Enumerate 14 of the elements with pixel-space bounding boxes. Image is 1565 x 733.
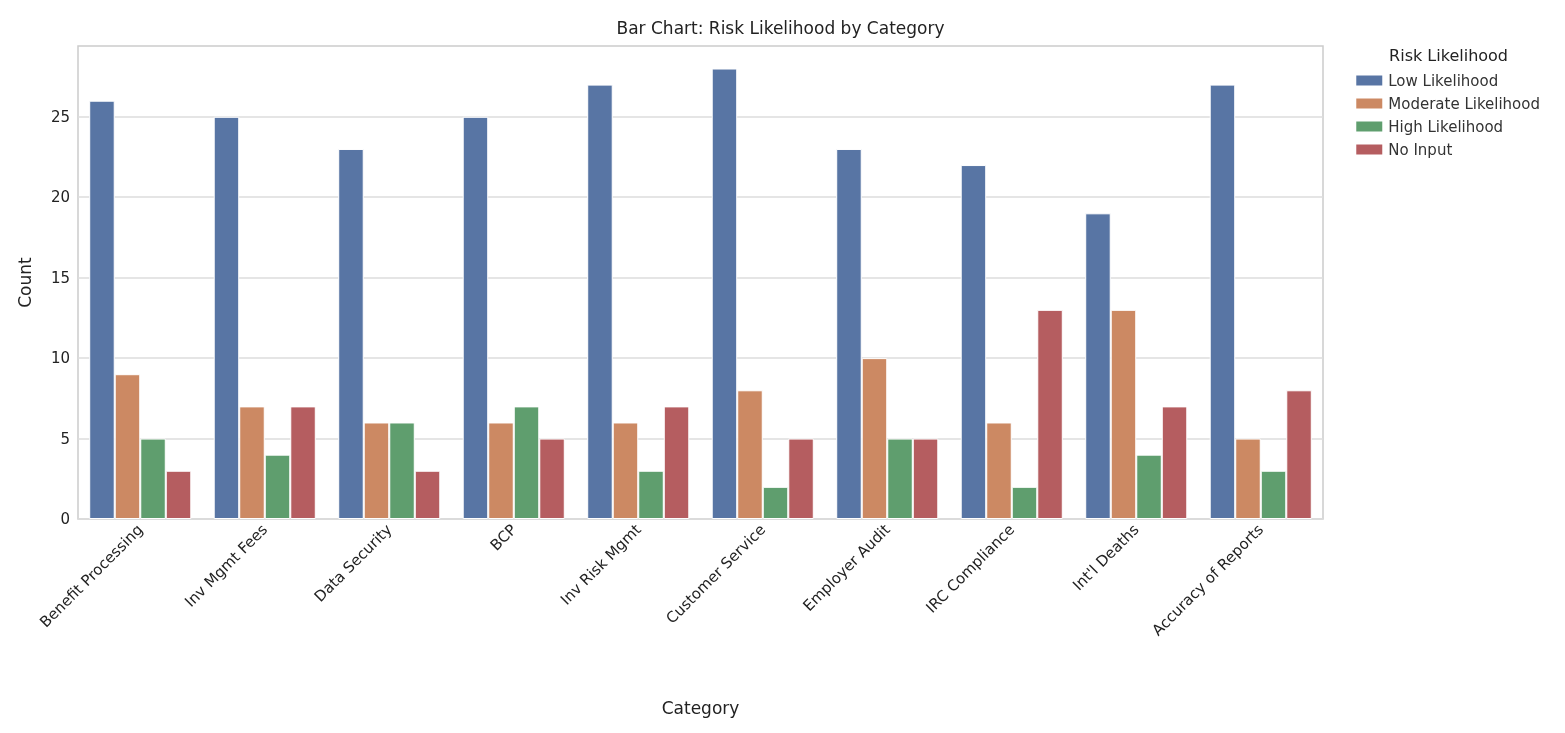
legend-label: Moderate Likelihood	[1388, 94, 1541, 113]
y-axis-title: Count	[14, 256, 35, 308]
x-axis-title: Category	[661, 697, 740, 718]
y-tick-label: 20	[50, 188, 70, 207]
y-tick-label: 25	[50, 107, 70, 126]
chart-title: Bar Chart: Risk Likelihood by Category	[616, 17, 945, 38]
y-tick-label: 0	[60, 510, 70, 528]
y-tick-label: 10	[50, 349, 70, 368]
y-tick-label: 5	[60, 429, 70, 448]
legend-label: High Likelihood	[1388, 117, 1504, 136]
legend-title: Risk Likelihood	[1389, 45, 1509, 65]
legend-label: Low Likelihood	[1388, 71, 1499, 90]
y-tick-label: 15	[50, 268, 70, 287]
legend-label: No Input	[1388, 140, 1453, 159]
